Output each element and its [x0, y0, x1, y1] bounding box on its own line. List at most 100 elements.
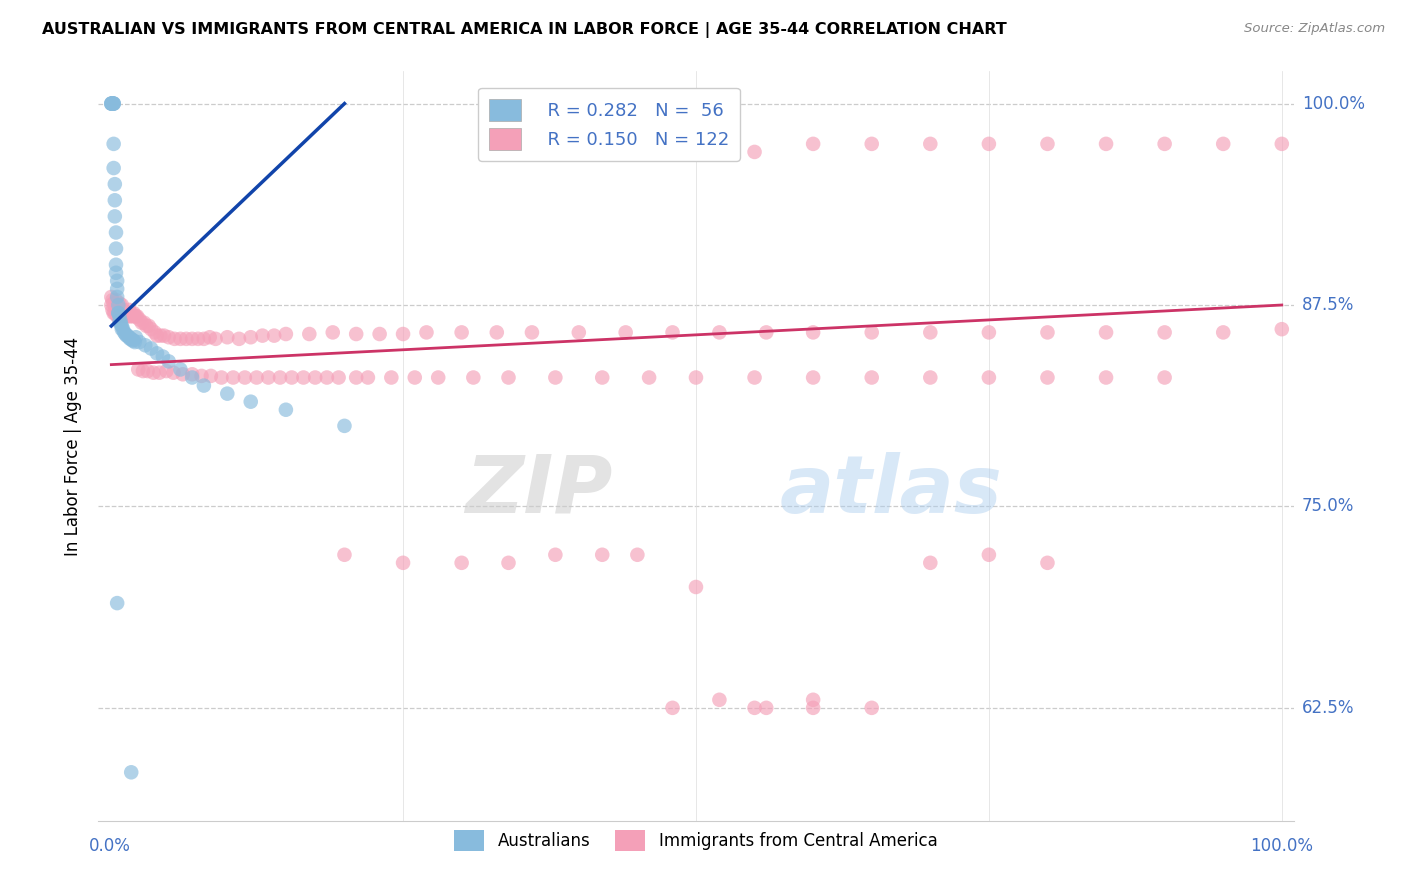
Point [103, 96, 125, 111]
Point [568, 326, 591, 340]
Point [801, 693, 824, 707]
Point [1271, 322, 1294, 336]
Point [107, 306, 129, 320]
Point [744, 701, 766, 715]
Point [709, 693, 731, 707]
Point [121, 310, 143, 324]
Point [103, 136, 125, 151]
Point [172, 368, 194, 382]
Point [1095, 136, 1118, 151]
Point [108, 306, 131, 320]
Point [292, 370, 315, 384]
Point [125, 310, 148, 324]
Point [100, 298, 122, 312]
Point [269, 370, 291, 384]
Point [709, 145, 731, 159]
Point [117, 310, 139, 324]
Point [146, 346, 169, 360]
Point [316, 370, 339, 384]
Point [103, 96, 125, 111]
Point [163, 332, 186, 346]
Point [193, 332, 215, 346]
Point [357, 370, 380, 384]
Point [105, 226, 128, 240]
Point [101, 302, 124, 317]
Point [110, 310, 132, 324]
Point [112, 326, 135, 340]
Point [920, 136, 942, 151]
Point [103, 96, 125, 111]
Point [120, 310, 141, 324]
Point [122, 334, 145, 348]
Point [427, 370, 450, 384]
Point [274, 402, 297, 417]
Point [1212, 136, 1234, 151]
Point [100, 96, 122, 111]
Point [105, 274, 128, 288]
Point [121, 334, 143, 348]
Point [127, 362, 149, 376]
Point [105, 242, 128, 256]
Point [977, 326, 1000, 340]
Point [146, 328, 169, 343]
Point [104, 300, 127, 314]
Point [920, 556, 942, 570]
Point [252, 328, 274, 343]
Point [104, 210, 127, 224]
Point [344, 370, 367, 384]
Point [263, 328, 285, 343]
Point [1095, 370, 1118, 384]
Point [1036, 556, 1059, 570]
Point [1095, 326, 1118, 340]
Text: 100.0%: 100.0% [1250, 838, 1313, 855]
Point [190, 368, 212, 383]
Point [100, 96, 122, 111]
Point [153, 328, 176, 343]
Point [685, 145, 707, 159]
Point [498, 556, 520, 570]
Point [450, 556, 472, 570]
Point [204, 332, 226, 346]
Point [152, 350, 174, 364]
Point [149, 328, 172, 343]
Point [860, 701, 883, 715]
Point [257, 370, 280, 384]
Point [111, 306, 134, 320]
Point [101, 96, 124, 111]
Point [333, 418, 356, 433]
Point [101, 96, 124, 111]
Point [591, 370, 613, 384]
Point [115, 306, 138, 320]
Point [860, 136, 883, 151]
Point [638, 370, 661, 384]
Point [124, 310, 146, 324]
Point [415, 326, 437, 340]
Point [298, 326, 321, 341]
Point [187, 332, 209, 346]
Point [181, 370, 204, 384]
Point [755, 326, 778, 340]
Point [1036, 370, 1059, 384]
Point [141, 342, 163, 356]
Point [181, 332, 204, 346]
Point [138, 318, 160, 333]
Point [498, 370, 520, 384]
Point [120, 306, 142, 320]
Point [1271, 136, 1294, 151]
Point [128, 312, 150, 326]
Point [328, 370, 350, 384]
Point [977, 548, 1000, 562]
Point [744, 370, 766, 384]
Point [322, 326, 344, 340]
Point [103, 296, 125, 310]
Point [105, 300, 128, 314]
Point [104, 194, 127, 208]
Point [368, 326, 391, 341]
Point [233, 370, 256, 384]
Point [104, 177, 127, 191]
Point [107, 310, 129, 324]
Point [132, 364, 155, 378]
Point [114, 326, 136, 341]
Point [217, 386, 239, 401]
Point [112, 302, 135, 317]
